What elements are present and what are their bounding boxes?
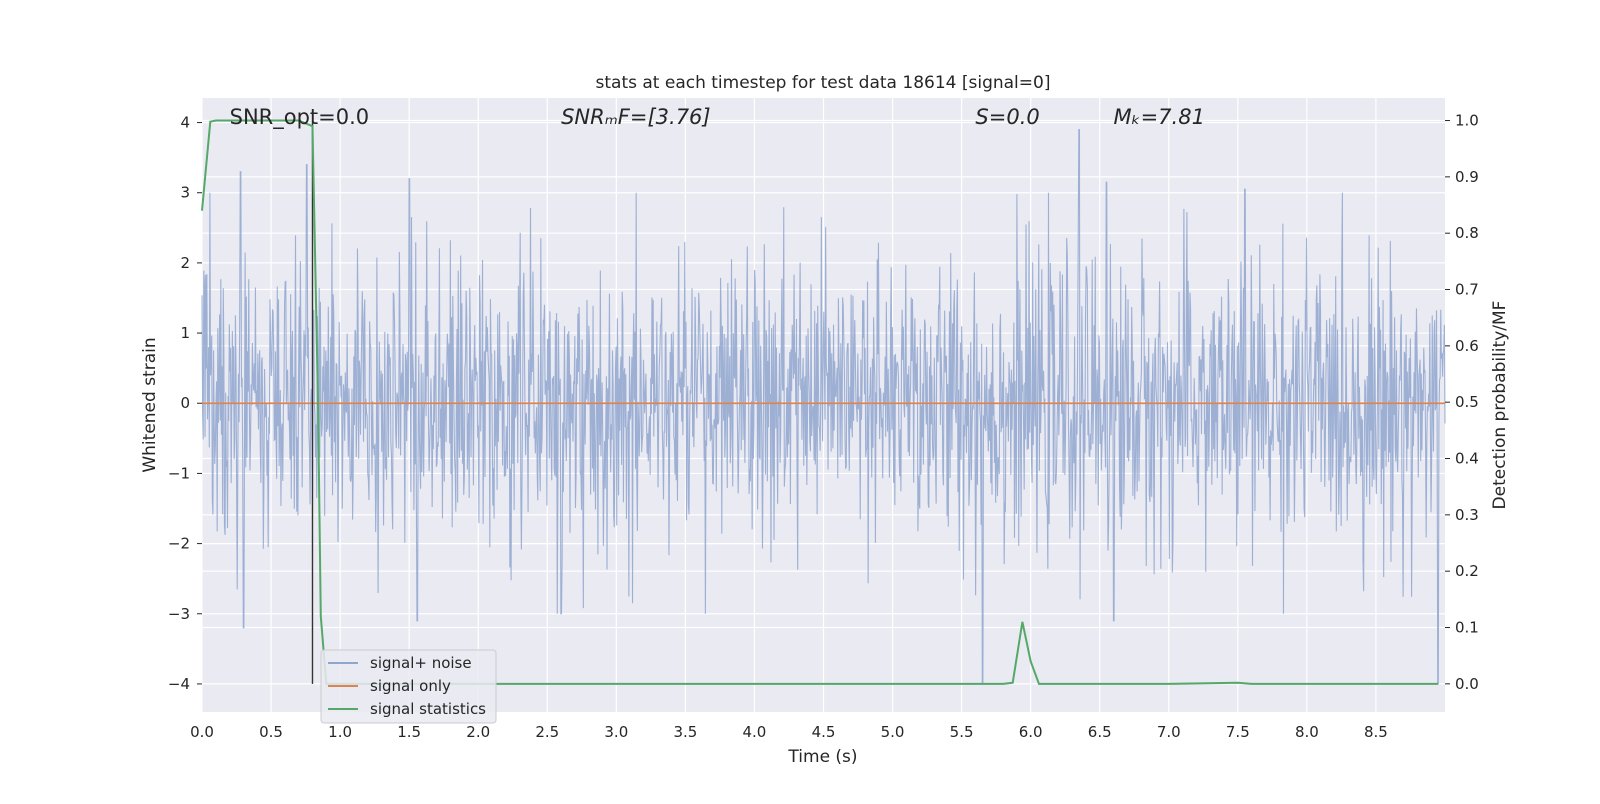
y-left-tick-label: −2 [168, 535, 190, 553]
tick-layer: 0.0 0.5 1.0 1.5 2.0 2.5 3.0 3.5 4.0 4.5 5.0 5.5 6.0 6… [168, 112, 1479, 741]
y-right-tick-label: 0.3 [1455, 506, 1479, 524]
annotation-layer: SNR_opt=0.0 SNRₘF=[3.76] S=0.0 Mₖ=7.81 [230, 105, 1205, 130]
x-tick-label: 4.0 [743, 723, 767, 741]
y-right-tick-label: 1.0 [1455, 112, 1479, 130]
y-left-tick-label: 1 [180, 324, 190, 342]
x-tick-label: 8.5 [1364, 723, 1388, 741]
y-axis-label-right: Detection probability/MF [1490, 301, 1510, 510]
x-tick-label: 1.5 [397, 723, 421, 741]
legend-entry-signal-noise: signal+ noise [370, 654, 472, 672]
x-tick-label: 2.0 [466, 723, 490, 741]
y-right-tick-label: 0.0 [1455, 675, 1479, 693]
legend-box [320, 649, 497, 724]
y-right-tick-label: 0.1 [1455, 619, 1479, 637]
x-tick-label: 8.0 [1295, 723, 1319, 741]
y-left-tick-label: −1 [168, 464, 190, 482]
annotation-3: Mₖ=7.81 [1114, 105, 1205, 129]
legend-entry-signal-statistics: signal statistics [370, 700, 486, 718]
x-tick-label: 5.5 [950, 723, 974, 741]
x-tick-label: 6.5 [1088, 723, 1112, 741]
annotation-1: SNRₘF=[3.76] [561, 105, 711, 129]
y-axis-label-left: Whitened strain [140, 337, 160, 472]
series-signal-noise-line [201, 129, 1446, 685]
legend: signal+ noise signal only signal statist… [320, 649, 497, 724]
y-right-tick-label: 0.5 [1455, 393, 1479, 411]
x-tick-label: 0.5 [259, 723, 283, 741]
legend-entry-signal-only: signal only [370, 677, 451, 695]
y-right-tick-label: 0.4 [1455, 450, 1479, 468]
x-tick-label: 2.5 [535, 723, 559, 741]
annotation-0: SNR_opt=0.0 [230, 105, 370, 130]
x-tick-label: 4.5 [812, 723, 836, 741]
y-left-tick-label: 2 [180, 254, 190, 272]
series-signal-statistics-line [201, 119, 1439, 685]
y-right-tick-label: 0.9 [1455, 168, 1479, 186]
annotation-2: S=0.0 [975, 105, 1039, 129]
y-right-tick-label: 0.7 [1455, 281, 1479, 299]
x-tick-label: 0.0 [190, 723, 214, 741]
x-tick-label: 3.5 [673, 723, 697, 741]
x-axis-label: Time (s) [787, 747, 857, 767]
x-tick-label: 7.5 [1226, 723, 1250, 741]
y-right-tick-label: 0.2 [1455, 562, 1479, 580]
x-tick-label: 6.0 [1019, 723, 1043, 741]
series-layer [201, 119, 1445, 685]
chart-title: stats at each timestep for test data 186… [596, 73, 1051, 93]
x-tick-label: 5.0 [881, 723, 905, 741]
y-right-tick-label: 0.8 [1455, 224, 1479, 242]
noise-layer [201, 129, 1446, 685]
y-left-tick-label: 4 [180, 114, 190, 132]
y-left-tick-label: 0 [180, 394, 190, 412]
x-tick-label: 3.0 [604, 723, 628, 741]
y-left-tick-label: 3 [180, 184, 190, 202]
y-left-tick-label: −3 [168, 605, 190, 623]
x-tick-label: 7.0 [1157, 723, 1181, 741]
y-right-tick-label: 0.6 [1455, 337, 1479, 355]
y-left-tick-label: −4 [168, 675, 190, 693]
x-tick-label: 1.0 [328, 723, 352, 741]
